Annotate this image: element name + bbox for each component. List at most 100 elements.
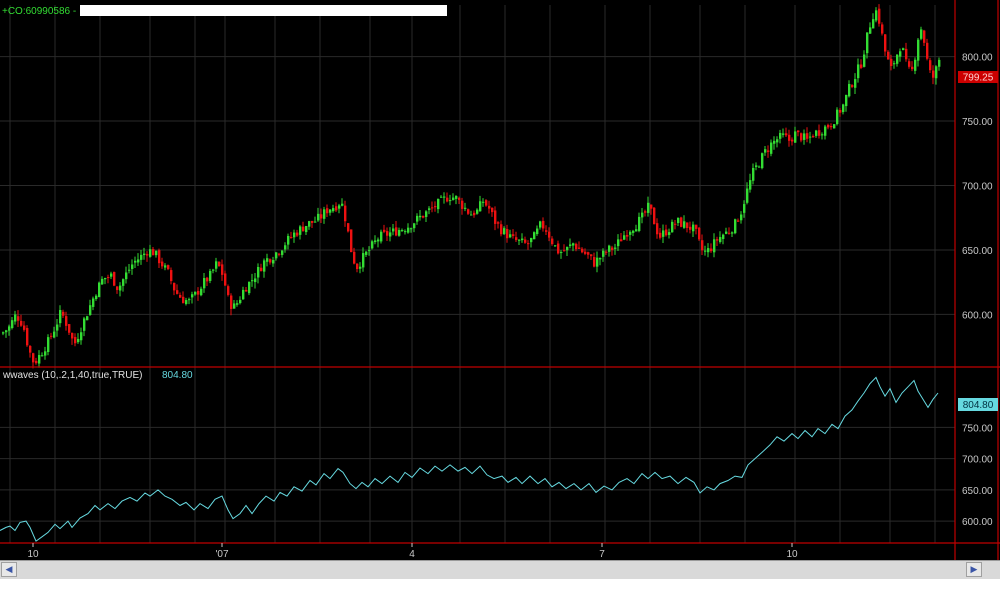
candle-body-192 [578,247,581,249]
candle-247 [743,200,746,218]
candle-94 [284,242,287,253]
candle-body-120 [362,253,365,268]
candle-body-24 [74,337,77,344]
candle-140 [422,215,425,219]
candle-137 [413,222,416,233]
candle-92 [278,252,281,257]
candle-body-119 [359,266,362,269]
candle-174 [524,236,527,244]
candle-261 [785,127,788,137]
candle-body-152 [458,197,461,200]
candle-12 [38,350,41,368]
candle-138 [416,213,419,225]
candle-body-216 [650,204,653,209]
candle-155 [467,208,470,215]
candle-body-154 [464,207,467,209]
candle-290 [872,13,875,29]
candle-57 [173,282,176,296]
candle-body-79 [239,299,242,304]
candle-body-202 [608,245,611,252]
candle-130 [392,224,395,236]
candle-55 [167,264,170,271]
candle-205 [617,234,620,252]
candle-209 [629,230,632,241]
candle-20 [62,309,65,319]
candle-body-183 [551,238,554,245]
candle-212 [638,212,641,233]
candle-body-244 [734,219,737,234]
candle-body-12 [38,354,41,364]
candle-61 [185,297,188,306]
candle-body-246 [740,214,743,221]
candle-109 [329,208,332,216]
time-tick-label-4: 10 [786,549,798,560]
candle-body-143 [431,207,434,209]
candle-29 [89,299,92,316]
candle-body-33 [101,278,104,285]
candle-body-163 [491,207,494,213]
candle-body-42 [128,269,131,271]
candle-body-230 [692,224,695,232]
candle-body-166 [500,224,503,235]
candle-85 [257,263,260,284]
candle-248 [746,182,749,205]
candle-body-106 [320,214,323,219]
candle-body-41 [125,272,128,280]
candle-body-281 [845,94,848,107]
scroll-left-icon[interactable]: ◀ [1,562,17,577]
candle-40 [122,278,125,292]
symbol-label: +CO:60990586 - [2,6,76,17]
candle-118 [356,263,359,273]
candle-249 [749,173,752,193]
candle-body-290 [872,19,875,29]
candle-body-104 [314,221,317,223]
candle-165 [497,221,500,229]
candle-body-302 [908,61,911,67]
candle-body-196 [590,254,593,257]
candle-body-59 [179,294,182,298]
candle-70 [212,268,215,274]
candle-body-36 [110,273,113,277]
candle-272 [818,124,821,139]
candle-68 [206,276,209,286]
candle-body-102 [308,221,311,227]
candle-35 [107,274,110,284]
candle-220 [662,224,665,244]
candle-body-289 [869,27,872,34]
candle-body-1 [5,330,8,333]
candle-body-245 [737,220,740,222]
candle-269 [809,131,812,144]
candle-101 [305,225,308,235]
candle-9 [29,344,32,358]
candle-54 [164,263,167,271]
candle-128 [386,227,389,241]
candle-215 [647,196,650,217]
candle-274 [824,124,827,140]
candle-237 [713,233,716,258]
candle-150 [452,193,455,201]
time-tick-label-3: 7 [599,549,605,560]
time-tick-label-2: 4 [409,549,415,560]
candle-19 [59,305,62,328]
candle-158 [476,208,479,215]
candle-281 [845,94,848,112]
scroll-right-icon[interactable]: ▶ [966,562,982,577]
candle-16 [50,332,53,340]
candle-body-43 [131,264,134,269]
candle-body-171 [515,237,518,241]
indicator-label: wwaves (10,.2,1,40,true,TRUE) [2,370,143,381]
candle-body-147 [443,196,446,198]
candle-body-161 [485,200,488,206]
candle-73 [221,259,224,281]
candle-body-17 [53,331,56,338]
candle-body-19 [59,310,62,324]
candle-71 [215,257,218,273]
candle-body-110 [332,208,335,212]
candle-body-311 [935,66,938,79]
horizontal-scrollbar[interactable]: ◀ ▶ [0,560,1000,579]
candle-body-233 [701,240,704,251]
candle-183 [551,236,554,246]
candle-body-197 [593,257,596,267]
candle-body-297 [893,63,896,65]
candle-199 [599,257,602,266]
